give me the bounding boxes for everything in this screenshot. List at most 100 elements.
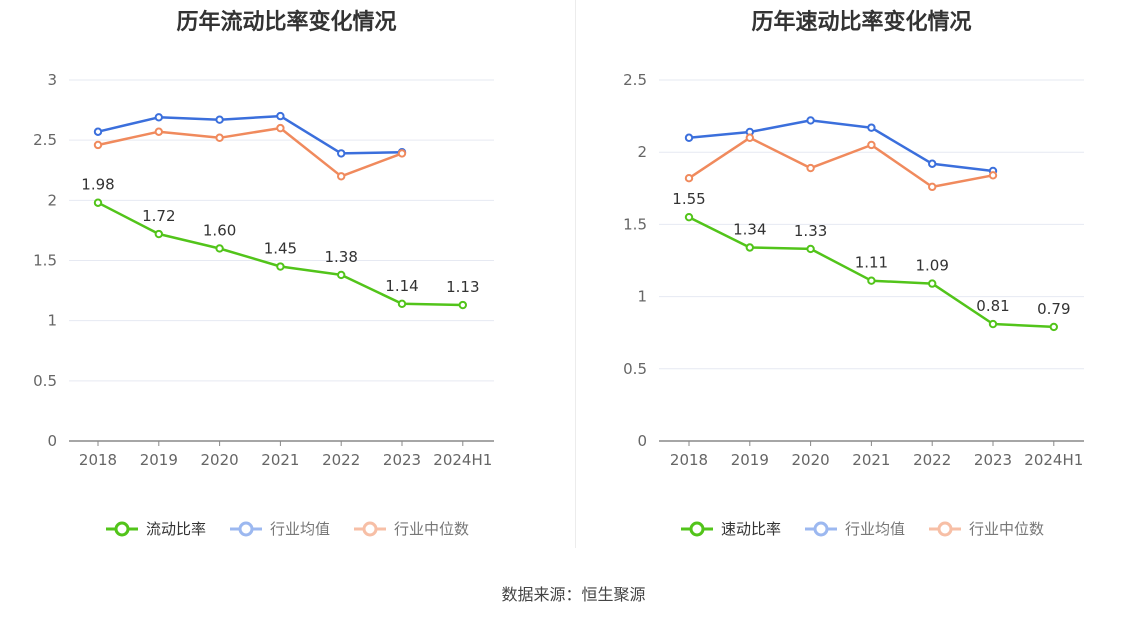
legend-item-quick-ratio[interactable]: 速动比率 — [679, 518, 781, 539]
data-label: 1.09 — [915, 257, 948, 275]
x-tick-label: 2021 — [261, 451, 299, 469]
data-point — [93, 127, 103, 136]
data-point — [928, 159, 937, 168]
data-label: 0.79 — [1037, 300, 1070, 318]
data-point — [215, 133, 224, 142]
legend-marker-icon — [229, 521, 262, 536]
x-tick-label: 2023 — [974, 451, 1012, 469]
data-point — [988, 319, 998, 329]
y-tick-label: 1 — [637, 288, 647, 306]
data-point — [458, 300, 467, 310]
data-label: 1.38 — [324, 248, 357, 266]
data-label: 1.11 — [855, 254, 888, 272]
y-tick-label: 1.5 — [623, 215, 647, 233]
data-point — [215, 115, 224, 124]
data-point — [154, 229, 164, 239]
x-tick-label: 2020 — [792, 451, 830, 469]
x-tick-label: 2024H1 — [433, 451, 492, 469]
legend-item-industry-average[interactable]: 行业均值 — [228, 518, 330, 539]
data-point — [806, 163, 815, 173]
series-line — [688, 136, 994, 189]
data-point — [337, 172, 346, 181]
data-point — [684, 173, 694, 183]
data-point — [93, 140, 103, 150]
data-point — [215, 244, 224, 253]
legend-item-current-ratio[interactable]: 流动比率 — [104, 518, 206, 539]
y-tick-label: 1 — [47, 312, 57, 330]
legend-label: 行业中位数 — [394, 520, 470, 538]
legend-marker-icon — [680, 521, 713, 536]
data-point — [337, 149, 346, 158]
data-label: 1.45 — [264, 240, 297, 258]
data-point — [806, 116, 815, 125]
data-label: 1.98 — [81, 176, 114, 194]
chart-title: 历年速动比率变化情况 — [751, 10, 972, 35]
data-point — [276, 111, 285, 121]
legend-item-industry-average[interactable]: 行业均值 — [803, 518, 905, 539]
data-point — [397, 299, 407, 309]
x-tick-label: 2020 — [201, 451, 239, 469]
x-tick-label: 2018 — [670, 451, 708, 469]
legend-label: 速动比率 — [720, 520, 781, 538]
data-point — [154, 127, 164, 136]
legend-marker-icon — [804, 521, 837, 536]
y-tick-label: 3 — [47, 71, 57, 89]
data-point — [867, 140, 876, 150]
data-point — [397, 149, 407, 158]
data-source-note: 数据来源：恒生聚源 — [501, 585, 646, 604]
y-tick-label: 2.5 — [33, 131, 57, 149]
y-tick-label: 0 — [637, 432, 647, 450]
y-tick-label: 2.5 — [623, 71, 647, 89]
panel-divider — [575, 0, 576, 548]
y-tick-label: 0.5 — [623, 360, 647, 378]
y-tick-label: 2 — [47, 191, 57, 209]
data-label: 1.55 — [672, 190, 705, 208]
data-label: 1.14 — [385, 277, 418, 295]
x-tick-label: 2023 — [383, 451, 421, 469]
legend-marker-icon — [929, 521, 961, 536]
data-point — [867, 276, 876, 285]
data-label: 1.34 — [733, 221, 766, 239]
y-tick-label: 0 — [47, 432, 57, 450]
x-tick-label: 2021 — [852, 451, 890, 469]
x-tick-label: 2022 — [913, 451, 951, 469]
legend-marker-icon — [354, 521, 386, 536]
chart-plot-area: 0 0.5 1 1.5 2 2.5 2018 2019 2020 2021 2022 2023 2024… — [623, 71, 1084, 469]
x-tick-label: 2018 — [79, 451, 117, 469]
data-label: 0.81 — [976, 297, 1009, 315]
series-line — [688, 119, 994, 173]
legend-label: 流动比率 — [145, 520, 206, 538]
data-point — [154, 113, 164, 122]
series-line — [97, 114, 403, 155]
data-point — [867, 123, 876, 132]
data-point — [806, 244, 815, 254]
data-point — [684, 133, 694, 142]
chart-plot-area: 0 0.5 1 1.5 2 2.5 3 2018 2019 2020 2021 2022 2023 202… — [33, 71, 494, 469]
series-line — [97, 126, 403, 178]
data-point — [745, 133, 755, 142]
data-point — [337, 270, 346, 280]
y-tick-label: 1.5 — [33, 252, 57, 270]
x-tick-label: 2019 — [731, 451, 769, 469]
data-point — [276, 262, 285, 271]
legend-marker-icon — [105, 521, 138, 536]
legend-label: 行业中位数 — [969, 520, 1045, 538]
data-label: 1.33 — [794, 222, 827, 240]
x-tick-label: 2019 — [140, 451, 178, 469]
y-tick-label: 2 — [637, 143, 647, 161]
data-point — [928, 279, 937, 288]
legend-label: 行业均值 — [844, 520, 905, 538]
data-point — [928, 182, 937, 192]
data-label: 1.72 — [142, 207, 175, 225]
chart-legend: 速动比率 行业均值 行业中位数 — [576, 518, 1147, 539]
data-point — [93, 198, 103, 207]
quick-ratio-chart: 历年速动比率变化情况 0 0.5 1 1.5 2 2.5 2018 2019 2020 2021 2… — [576, 0, 1147, 560]
legend-item-industry-median[interactable]: 行业中位数 — [927, 518, 1044, 539]
data-label: 1.60 — [203, 221, 236, 239]
data-point — [276, 123, 285, 133]
x-tick-label: 2022 — [322, 451, 360, 469]
x-tick-label: 2024H1 — [1024, 451, 1083, 469]
legend-item-industry-median[interactable]: 行业中位数 — [352, 518, 469, 539]
data-point — [684, 212, 694, 222]
current-ratio-chart: 历年流动比率变化情况 0 0.5 1 1.5 2 2.5 3 2018 2019 2020 2021… — [0, 0, 573, 560]
